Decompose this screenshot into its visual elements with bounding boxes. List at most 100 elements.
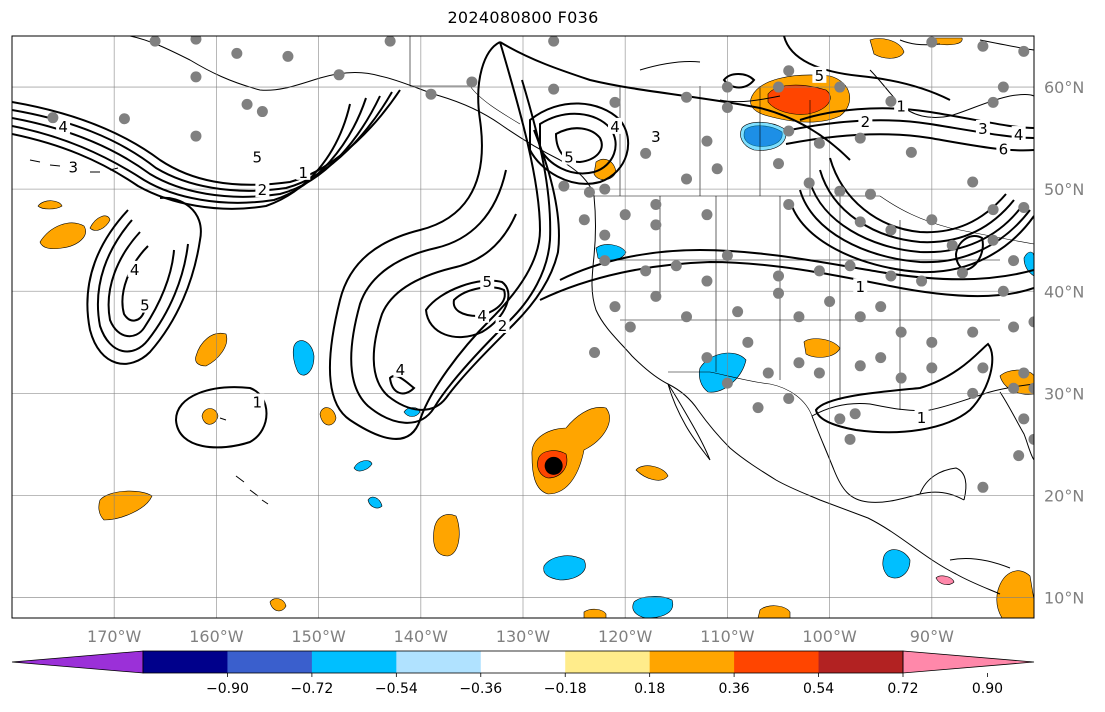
contour-label: 5 bbox=[815, 67, 825, 85]
station-dot bbox=[384, 36, 396, 47]
station-dot bbox=[926, 362, 938, 374]
map-frame bbox=[11, 35, 1035, 619]
lon-tick-label: 110°W bbox=[700, 627, 755, 646]
colorbar-segment bbox=[143, 651, 228, 673]
station-dot bbox=[1039, 249, 1050, 260]
contour-pac-1 bbox=[329, 41, 542, 440]
station-dot bbox=[895, 326, 907, 338]
contour-us-2 bbox=[539, 260, 1034, 301]
station-dot bbox=[650, 198, 662, 210]
colorbar-tick-label: −0.90 bbox=[206, 681, 249, 697]
contour-pac-3 bbox=[372, 129, 560, 411]
contour-label: 5 bbox=[564, 149, 574, 167]
shade-orange-w4 bbox=[195, 332, 228, 367]
shade-orange-carib bbox=[996, 570, 1034, 618]
station-dot bbox=[803, 177, 815, 189]
shade-red-canada bbox=[767, 84, 831, 115]
contour-label: 2 bbox=[861, 113, 871, 131]
lat-tick-label: 50°N bbox=[1044, 180, 1084, 199]
station-dot bbox=[701, 275, 713, 287]
contour-gl-4 bbox=[819, 169, 1015, 244]
coast-arctic bbox=[639, 39, 1034, 103]
station-dot bbox=[190, 36, 202, 45]
station-dot bbox=[926, 36, 938, 48]
station-markers bbox=[47, 36, 1050, 493]
contour-ne-1 bbox=[783, 36, 951, 101]
shade-orange-w5 bbox=[201, 408, 219, 425]
coast-hawaii bbox=[219, 417, 269, 505]
colorbar-tick-label: −0.18 bbox=[544, 681, 587, 697]
station-dot bbox=[793, 357, 805, 369]
lat-tick-label: 60°N bbox=[1044, 78, 1084, 97]
contour-label-bg bbox=[137, 296, 152, 313]
station-dot bbox=[926, 214, 938, 226]
station-dot bbox=[956, 267, 968, 279]
border-states1 bbox=[600, 196, 1000, 410]
contour-label-bg bbox=[250, 393, 265, 410]
shade-orange-ne bbox=[869, 38, 905, 59]
contour-hawaii-1 bbox=[174, 386, 268, 449]
station-dot bbox=[599, 255, 611, 267]
contour-label: 4 bbox=[477, 307, 487, 325]
lon-tick-label: 140°W bbox=[394, 627, 449, 646]
station-dot bbox=[885, 224, 897, 236]
station-dot bbox=[1008, 321, 1020, 333]
contour-label: 5 bbox=[253, 149, 263, 167]
station-dot bbox=[834, 413, 846, 425]
contour-label-bg bbox=[495, 317, 510, 333]
station-dot bbox=[721, 101, 733, 113]
lat-tick-label: 40°N bbox=[1044, 282, 1084, 301]
colorbar-extend-high bbox=[902, 650, 1035, 674]
station-dot bbox=[762, 367, 774, 379]
lon-tick-label: 130°W bbox=[496, 627, 551, 646]
contour-canada-2 bbox=[539, 112, 617, 175]
station-dot bbox=[1018, 413, 1030, 425]
station-dot bbox=[875, 352, 887, 364]
shade-blue-e2 bbox=[543, 555, 586, 581]
shade-orange-e2 bbox=[98, 490, 153, 521]
station-dot bbox=[967, 326, 979, 338]
shade-orange-w6 bbox=[319, 407, 337, 426]
colorbar-tick-label: 0.18 bbox=[634, 681, 665, 697]
contour-label: 6 bbox=[999, 140, 1009, 158]
station-dot bbox=[834, 185, 846, 197]
shade-orange-e4 bbox=[757, 605, 791, 618]
station-dot bbox=[834, 81, 846, 93]
station-dot bbox=[783, 198, 795, 210]
station-dot bbox=[967, 176, 979, 188]
station-dot bbox=[905, 146, 917, 158]
contour-sw-loop3 bbox=[107, 231, 175, 338]
station-dot bbox=[773, 270, 784, 282]
contour-label: 2 bbox=[498, 317, 508, 335]
station-dot bbox=[548, 36, 560, 47]
contours bbox=[12, 36, 1034, 449]
contour-label: 3 bbox=[978, 120, 988, 138]
station-dot bbox=[47, 112, 59, 124]
station-dot bbox=[813, 265, 825, 277]
contour-label: 3 bbox=[651, 128, 661, 146]
station-dot bbox=[773, 158, 784, 170]
station-dot bbox=[752, 402, 764, 414]
station-dot bbox=[997, 285, 1009, 297]
station-dot bbox=[813, 137, 825, 149]
shade-blue-e3 bbox=[632, 596, 674, 618]
colorbar-segment bbox=[649, 651, 735, 673]
station-dot bbox=[1018, 45, 1030, 57]
contour-label: 2 bbox=[258, 181, 268, 199]
colorbar-tick-label: 0.54 bbox=[803, 681, 834, 697]
station-dot bbox=[1028, 316, 1034, 328]
contour-gl-3 bbox=[809, 181, 1023, 254]
contour-label-bg bbox=[996, 140, 1011, 157]
station-dot bbox=[190, 71, 202, 83]
contour-us-1 bbox=[559, 248, 1034, 281]
station-dot bbox=[640, 147, 652, 159]
station-dot bbox=[609, 96, 621, 108]
station-dot bbox=[721, 250, 733, 262]
shade-orange-w3 bbox=[89, 215, 111, 231]
station-dot bbox=[844, 260, 856, 272]
station-dot bbox=[721, 377, 733, 389]
colorbar-segment bbox=[734, 651, 820, 673]
station-dot bbox=[425, 88, 437, 100]
